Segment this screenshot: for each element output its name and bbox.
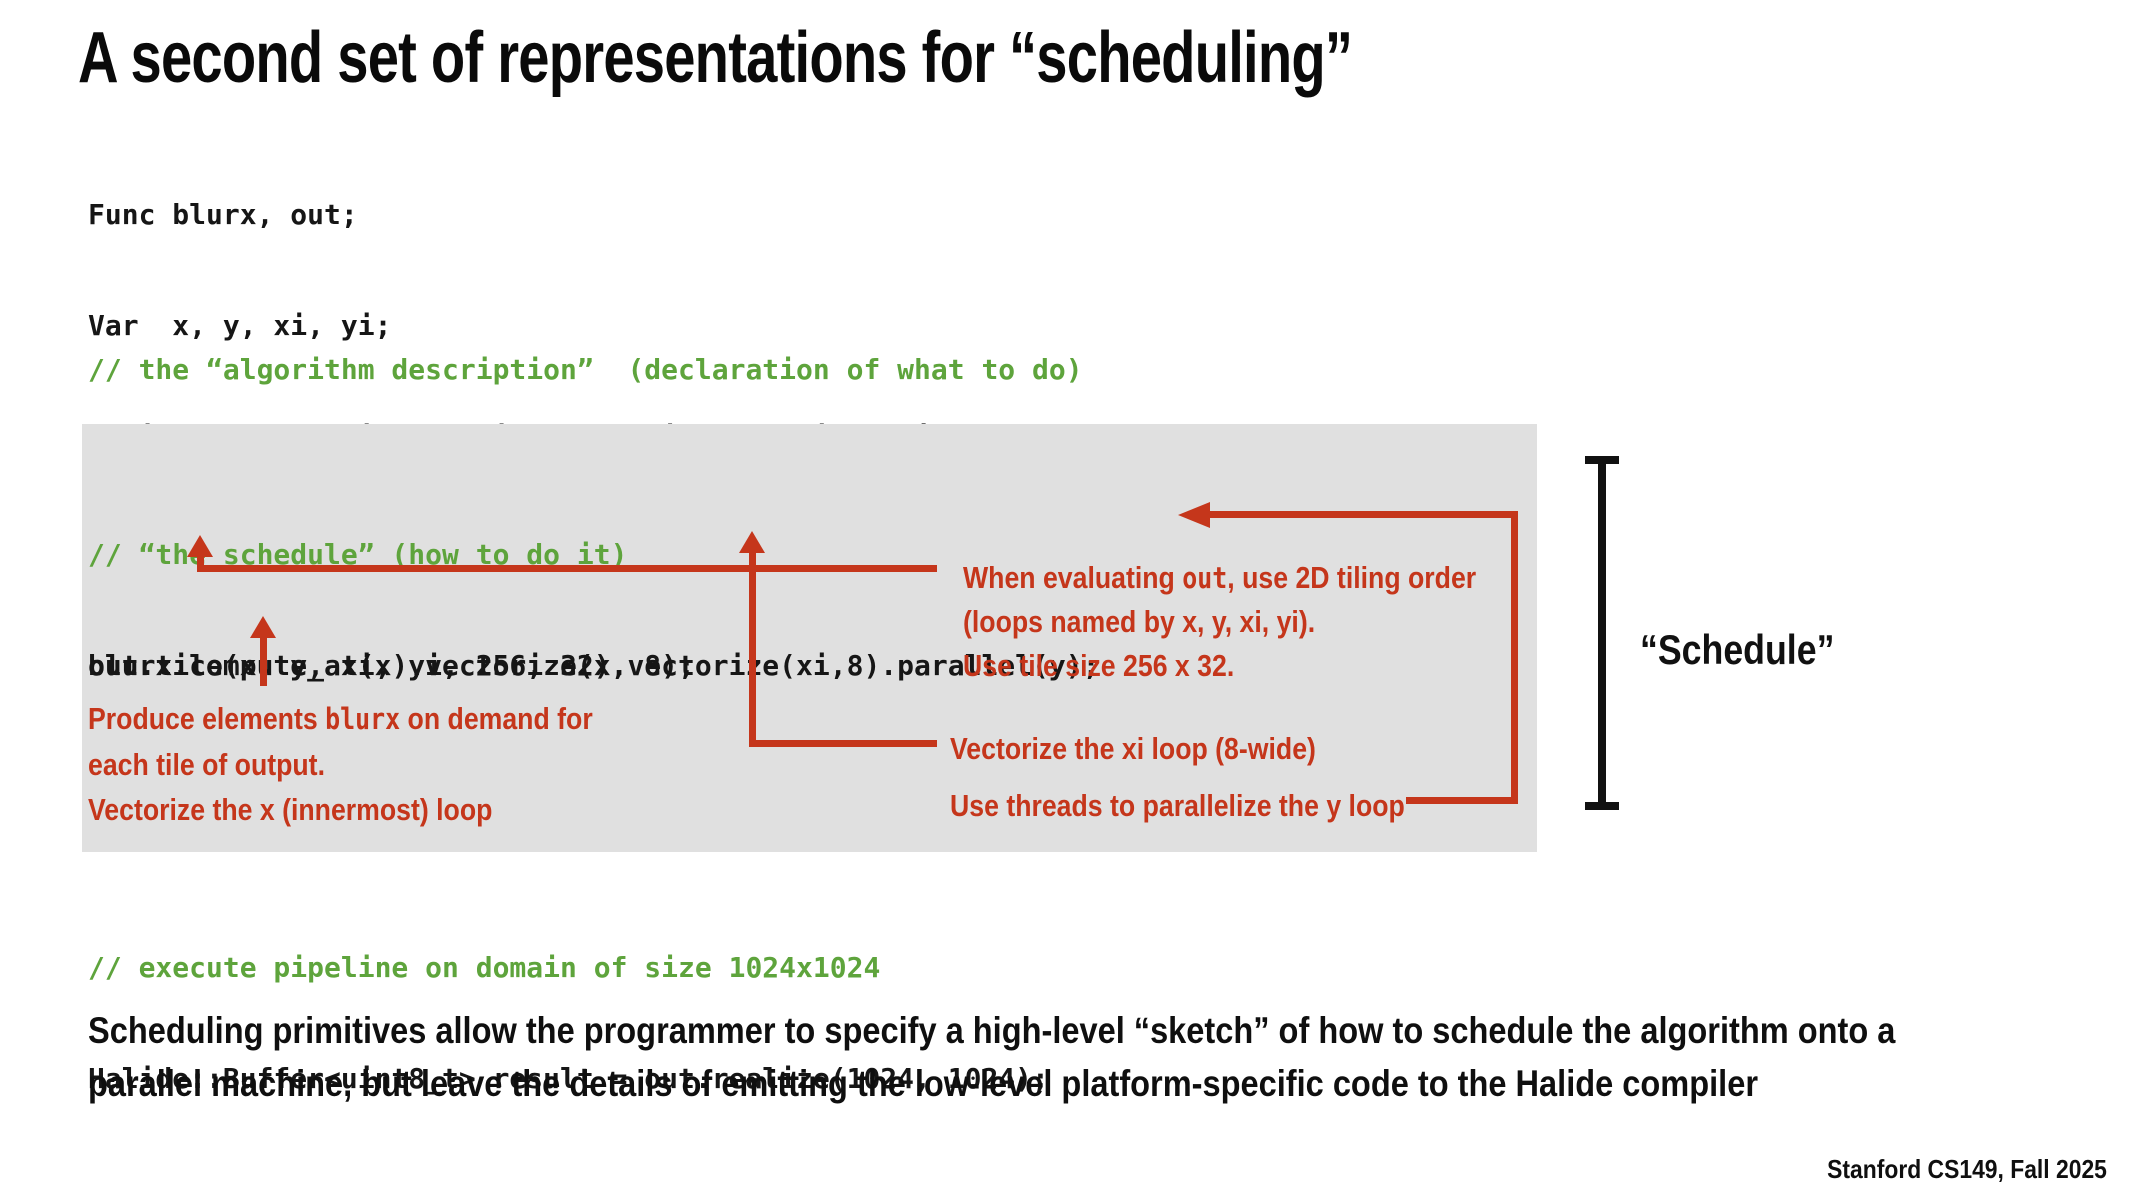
- summary-line2: parallel machine, but leave the details …: [88, 1063, 1758, 1104]
- red-line-vectorize-vertical: [749, 551, 756, 747]
- annotation-produce-line3: Vectorize the x (innermost) loop: [88, 792, 493, 827]
- code-comment: // the “algorithm description” (declarat…: [88, 353, 1083, 386]
- code-line: blurx.compute_at(x).vectorize(x, 8);: [88, 649, 695, 682]
- code-comment: // execute pipeline on domain of size 10…: [88, 951, 881, 984]
- page-title: A second set of representations for “sch…: [78, 18, 1712, 98]
- code-block-schedule: // “the schedule” (how to do it) out.til…: [88, 462, 1099, 758]
- annotation-tiling-line3: Use tile size 256 x 32.: [963, 648, 1235, 683]
- red-line-parallel-horizontal: [1206, 511, 1518, 518]
- page-title-text: A second set of representations for “sch…: [78, 18, 1353, 98]
- annotation-vectorize-xi: Vectorize the xi loop (8-wide): [950, 731, 1316, 766]
- red-line-tile-stub: [197, 555, 204, 572]
- summary-paragraph: Scheduling primitives allow the programm…: [88, 1004, 2133, 1110]
- red-line-compute-at-stub: [260, 636, 267, 686]
- schedule-bracket-label: “Schedule”: [1640, 626, 1835, 673]
- code-line: Var x, y, xi, yi;: [88, 309, 392, 342]
- code-line: out.tile(x, y, xi, yi, 256, 32).vectoriz…: [88, 649, 1100, 682]
- red-arrowhead-left-parallel: [1178, 502, 1210, 528]
- red-arrowhead-up-compute-at: [250, 616, 276, 638]
- red-line-vectorize-horizontal: [749, 740, 937, 747]
- annotation-tiling-line2: (loops named by x, y, xi, yi).: [963, 604, 1316, 639]
- annotation-produce-line1: Produce elements blurx on demand for: [88, 701, 593, 736]
- code-block-execute: // execute pipeline on domain of size 10…: [88, 875, 1049, 1171]
- footer-course-label: Stanford CS149, Fall 2025: [1827, 1154, 2107, 1184]
- inline-code-blurx: blurx: [325, 702, 401, 736]
- red-line-parallel-bottom: [1406, 797, 1518, 804]
- code-comment: // “the schedule” (how to do it): [88, 538, 628, 571]
- annotation-produce: Produce elements blurx on demand for eac…: [88, 696, 675, 832]
- annotation-parallel-y: Use threads to parallelize the y loop: [950, 788, 1405, 823]
- code-line: Halide::Buffer<uint8_t> result = out.rea…: [88, 1062, 1049, 1095]
- summary-line1: Scheduling primitives allow the programm…: [88, 1010, 1896, 1051]
- bracket-bottom-cap: [1585, 802, 1619, 810]
- annotation-tiling: When evaluating out, use 2D tiling order…: [963, 556, 1560, 688]
- inline-code-out: out: [1182, 561, 1228, 595]
- annotation-produce-line2: each tile of output.: [88, 747, 325, 782]
- bracket-vertical-line: [1598, 458, 1606, 810]
- red-arrowhead-up-tile: [187, 535, 213, 557]
- code-block-schedule-2: blurx.compute_at(x).vectorize(x, 8);: [88, 573, 695, 758]
- code-line: Func blurx, out;: [88, 198, 358, 231]
- annotation-tiling-line1: When evaluating out, use 2D tiling order: [963, 560, 1477, 595]
- schedule-box: [82, 424, 1537, 852]
- red-line-right-vertical: [1511, 511, 1518, 804]
- red-line-tile-horizontal: [197, 565, 937, 572]
- red-arrowhead-up-vectorize: [739, 531, 765, 553]
